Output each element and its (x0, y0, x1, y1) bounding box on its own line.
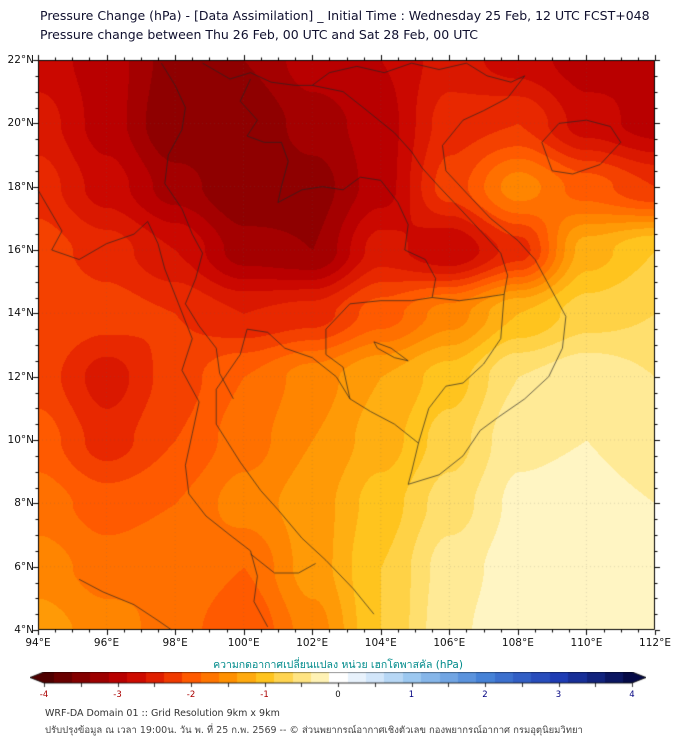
y-tick-label: 6°N (14, 560, 34, 573)
x-tick-label: 100°E (227, 637, 260, 649)
y-tick-label: 18°N (7, 180, 34, 193)
x-tick-label: 94°E (25, 637, 51, 649)
colorbar-tick-label: 3 (555, 690, 562, 700)
y-tick-label: 8°N (14, 497, 34, 510)
chart-title-line1: Pressure Change (hPa) - [Data Assimilati… (40, 8, 650, 23)
colorbar-tick-label: 2 (482, 690, 488, 700)
x-tick-label: 96°E (93, 637, 120, 649)
y-tick-label: 12°N (7, 370, 34, 383)
colorbar-tick-label: 4 (629, 690, 635, 700)
x-tick-label: 112°E (639, 637, 671, 649)
x-tick-label: 102°E (296, 637, 329, 649)
chart-title-line2: Pressure change between Thu 26 Feb, 00 U… (40, 27, 478, 42)
colorbar (30, 672, 646, 690)
colorbar-tick-label: -3 (113, 690, 122, 700)
y-tick-label: 16°N (7, 244, 34, 256)
colorbar-tick-label: 0 (335, 690, 341, 700)
x-tick-label: 98°E (162, 637, 188, 649)
footer-domain-info: WRF-DA Domain 01 :: Grid Resolution 9km … (45, 708, 280, 719)
colorbar-label: ความกดอากาศเปลี่ยนแปลง หน่วย เฮกโตพาสคัล… (213, 659, 463, 671)
colorbar-tick-label: 1 (408, 690, 415, 700)
footer-update-info: ปรับปรุงข้อมูล ณ เวลา 19:00น. วัน พ. ที่… (45, 725, 583, 736)
y-tick-label: 10°N (7, 434, 34, 446)
x-tick-label: 110°E (570, 637, 603, 649)
y-tick-label: 14°N (7, 307, 34, 320)
y-tick-label: 22°N (7, 54, 34, 66)
x-tick-label: 106°E (433, 637, 466, 649)
y-tick-label: 4°N (14, 624, 34, 636)
x-tick-label: 104°E (364, 637, 397, 649)
x-tick-label: 108°E (501, 637, 534, 649)
pressure-heatmap-canvas (30, 52, 663, 638)
colorbar-tick-label: -2 (186, 690, 196, 700)
colorbar-tick-label: -4 (39, 690, 49, 700)
y-tick-label: 20°N (7, 117, 34, 130)
colorbar-tick-label: -1 (260, 690, 269, 700)
